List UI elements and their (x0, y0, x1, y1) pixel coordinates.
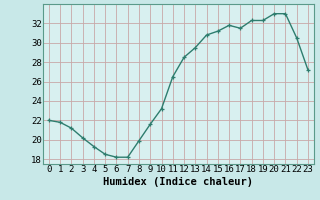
X-axis label: Humidex (Indice chaleur): Humidex (Indice chaleur) (103, 177, 253, 187)
